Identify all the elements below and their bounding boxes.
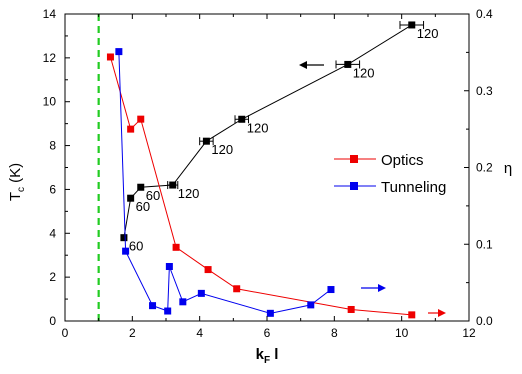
data-point — [169, 181, 177, 189]
y-left-tick-label: 12 — [43, 51, 57, 65]
y-left-tick-label: 14 — [43, 7, 57, 21]
x-tick-label: 4 — [196, 326, 203, 340]
y-left-tick-label: 10 — [43, 95, 57, 109]
y-right-tick-label: 0.3 — [476, 84, 493, 98]
series-optics — [106, 53, 416, 319]
data-point — [149, 302, 157, 310]
data-label: 120 — [178, 186, 200, 201]
data-point — [327, 286, 335, 294]
data-point — [238, 115, 246, 123]
y-left-tick-label: 2 — [49, 270, 56, 284]
data-point — [120, 234, 128, 242]
data-point — [347, 305, 355, 313]
data-point — [137, 115, 145, 123]
y-left-tick-label: 4 — [49, 226, 56, 240]
y-right-tick-label: 0.4 — [476, 7, 493, 21]
y-axis-left-label: Tc (K) — [7, 163, 27, 201]
x-tick-label: 12 — [462, 326, 476, 340]
data-point — [307, 301, 315, 309]
data-point — [127, 125, 135, 133]
data-point — [106, 53, 114, 61]
y-left-tick-label: 8 — [49, 139, 56, 153]
x-tick-label: 10 — [395, 326, 409, 340]
data-point — [115, 48, 123, 56]
data-label: 60 — [136, 199, 150, 214]
data-point — [266, 309, 274, 317]
y-right-tick-label: 0.2 — [476, 161, 493, 175]
data-label: 60 — [129, 239, 143, 254]
data-point — [204, 266, 212, 274]
data-point — [344, 60, 352, 68]
right-axis-arrow-red-icon — [428, 309, 446, 317]
data-point — [164, 307, 172, 315]
data-label: 120 — [247, 120, 269, 135]
data-point — [202, 137, 210, 145]
y-axis-right-label: η — [504, 160, 512, 177]
legend-label-tunneling: Tunneling — [381, 179, 446, 196]
x-axis-label: kF l — [256, 346, 279, 366]
data-point — [408, 311, 416, 319]
data-point — [179, 298, 187, 306]
y-right-tick-label: 0.0 — [476, 314, 493, 328]
data-point — [197, 289, 205, 297]
x-tick-label: 0 — [62, 326, 69, 340]
data-point — [172, 243, 180, 251]
data-point — [408, 21, 416, 29]
x-tick-label: 2 — [129, 326, 136, 340]
legend-item-tunneling: Tunneling — [334, 179, 446, 196]
left-axis-arrow-icon — [299, 61, 324, 69]
data-point — [137, 183, 145, 191]
legend: Optics Tunneling — [334, 152, 446, 196]
data-point — [233, 285, 241, 293]
series-tunneling — [115, 48, 335, 317]
right-axis-arrow-blue-icon — [361, 284, 386, 292]
data-label: 120 — [417, 26, 439, 41]
data-point — [165, 263, 173, 271]
data-point — [122, 247, 130, 255]
data-label: 120 — [211, 142, 233, 157]
x-tick-label: 8 — [331, 326, 338, 340]
y-left-tick-label: 6 — [49, 182, 56, 196]
legend-item-optics: Optics — [334, 152, 424, 169]
data-label: 60 — [146, 188, 160, 203]
data-point — [127, 194, 135, 202]
y-right-tick-label: 0.1 — [476, 237, 493, 251]
legend-label-optics: Optics — [381, 152, 424, 169]
x-tick-label: 6 — [264, 326, 271, 340]
series-line — [118, 51, 332, 314]
y-left-tick-label: 0 — [49, 314, 56, 328]
legend-marker-tunneling — [350, 182, 358, 190]
legend-marker-optics — [350, 155, 358, 163]
data-label: 120 — [353, 65, 375, 80]
